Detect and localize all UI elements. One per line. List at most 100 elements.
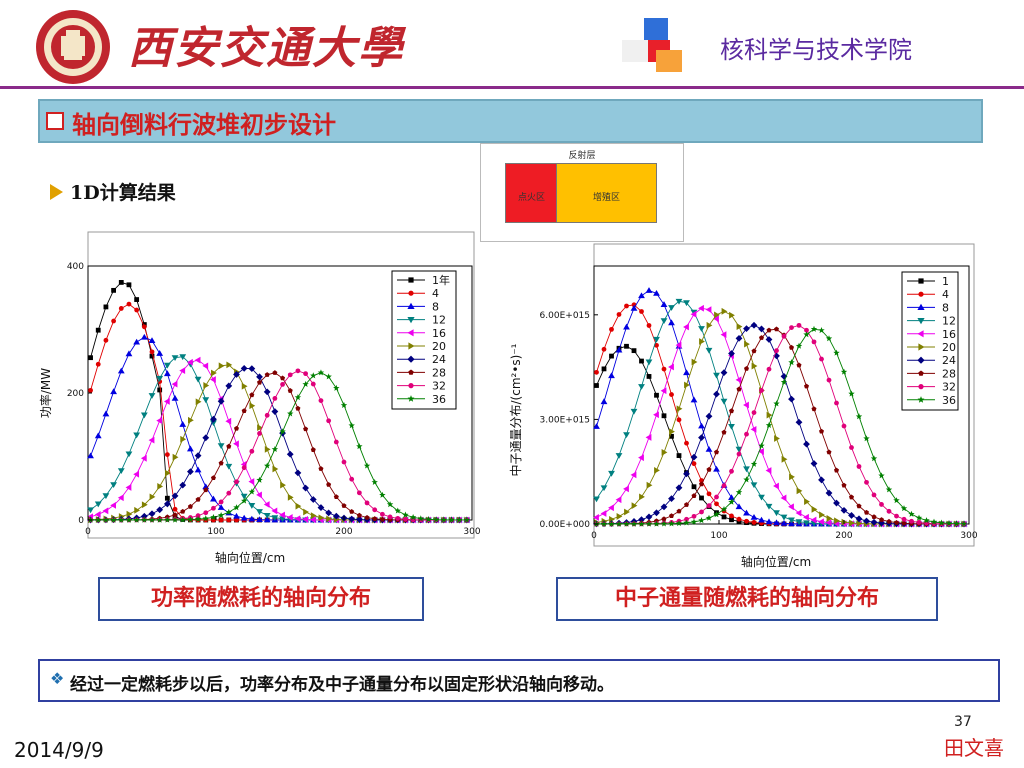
data-point bbox=[728, 494, 735, 501]
legend-item: 20 bbox=[397, 340, 446, 353]
data-point bbox=[856, 520, 863, 527]
header-divider bbox=[0, 86, 1024, 89]
data-point bbox=[364, 514, 370, 520]
data-point bbox=[758, 335, 765, 340]
data-point bbox=[249, 392, 255, 398]
data-point bbox=[95, 516, 102, 523]
data-point bbox=[713, 465, 720, 472]
data-point bbox=[148, 510, 156, 518]
data-point bbox=[326, 515, 333, 523]
data-point bbox=[88, 387, 93, 393]
legend-marker bbox=[918, 343, 925, 351]
data-point bbox=[803, 520, 810, 527]
data-point bbox=[818, 476, 825, 484]
data-point bbox=[751, 348, 757, 354]
data-point bbox=[683, 300, 690, 307]
data-point bbox=[676, 453, 682, 458]
data-point bbox=[248, 515, 256, 522]
data-point bbox=[713, 511, 720, 518]
data-point bbox=[901, 516, 907, 522]
data-point bbox=[111, 318, 116, 324]
data-point bbox=[179, 516, 186, 523]
legend-marker bbox=[408, 290, 414, 296]
data-point bbox=[669, 428, 675, 436]
data-point bbox=[608, 504, 614, 512]
legend-label: 4 bbox=[432, 287, 439, 300]
title-bar bbox=[38, 99, 983, 143]
data-point bbox=[825, 519, 832, 527]
data-point bbox=[134, 307, 140, 313]
data-point bbox=[623, 432, 630, 439]
data-point bbox=[915, 514, 923, 521]
data-point bbox=[164, 469, 171, 477]
data-point bbox=[379, 491, 386, 498]
data-point bbox=[953, 520, 960, 527]
legend-label: 36 bbox=[942, 394, 956, 407]
data-point bbox=[318, 514, 325, 522]
legend-marker bbox=[917, 303, 925, 310]
data-point bbox=[163, 370, 171, 377]
data-point bbox=[134, 506, 141, 514]
data-point bbox=[639, 493, 645, 501]
data-point bbox=[302, 380, 309, 387]
data-point bbox=[210, 376, 216, 383]
power-x-axis-label: 轴向位置/cm bbox=[215, 550, 285, 565]
data-point bbox=[171, 380, 178, 388]
data-point bbox=[218, 362, 225, 370]
data-point bbox=[908, 510, 915, 517]
data-point bbox=[156, 417, 163, 425]
data-point bbox=[257, 379, 263, 385]
data-point bbox=[848, 494, 855, 500]
power-caption: 功率随燃耗的轴向分布 bbox=[98, 577, 424, 621]
data-point bbox=[271, 515, 279, 522]
data-point bbox=[698, 481, 705, 487]
legend-item: 28 bbox=[907, 367, 956, 380]
data-point bbox=[765, 336, 773, 343]
data-point bbox=[818, 327, 825, 334]
legend-label: 24 bbox=[432, 353, 446, 366]
data-point bbox=[264, 412, 270, 418]
data-point bbox=[287, 410, 294, 417]
data-point bbox=[706, 466, 712, 472]
data-point bbox=[743, 509, 750, 516]
data-point bbox=[706, 321, 713, 329]
data-point bbox=[594, 369, 599, 375]
data-point bbox=[187, 468, 194, 476]
data-point bbox=[705, 347, 713, 354]
data-point bbox=[713, 372, 720, 379]
x-tick-label: 200 bbox=[835, 531, 852, 541]
data-point bbox=[248, 503, 256, 509]
legend-marker bbox=[408, 277, 414, 283]
data-point bbox=[744, 431, 749, 437]
data-point bbox=[271, 408, 279, 415]
data-point bbox=[140, 454, 147, 462]
data-point bbox=[226, 443, 232, 449]
data-point bbox=[743, 466, 750, 473]
data-point bbox=[826, 377, 832, 383]
legend-item: 1年 bbox=[397, 273, 450, 287]
data-point bbox=[698, 517, 705, 524]
data-point bbox=[387, 514, 393, 520]
data-point bbox=[463, 516, 471, 523]
data-point bbox=[630, 304, 638, 311]
legend-marker bbox=[407, 355, 415, 363]
data-point bbox=[264, 462, 271, 469]
data-point bbox=[117, 367, 125, 374]
college-name: 核科学与技术学院 bbox=[720, 36, 912, 64]
legend-label: 12 bbox=[942, 315, 956, 328]
data-point bbox=[683, 323, 689, 331]
data-point bbox=[840, 368, 848, 375]
data-point bbox=[660, 301, 668, 307]
data-point bbox=[340, 401, 348, 408]
data-point bbox=[149, 353, 155, 359]
data-point bbox=[879, 502, 884, 507]
x-tick-label: 300 bbox=[463, 527, 480, 537]
legend-marker bbox=[917, 330, 924, 338]
data-point bbox=[125, 350, 133, 357]
legend-item: 8 bbox=[907, 301, 949, 314]
data-point bbox=[630, 520, 638, 527]
core-schematic: 反射层 点火区 增殖区 bbox=[480, 143, 684, 242]
data-point bbox=[774, 435, 780, 442]
data-point bbox=[95, 327, 101, 333]
data-point bbox=[287, 372, 293, 378]
